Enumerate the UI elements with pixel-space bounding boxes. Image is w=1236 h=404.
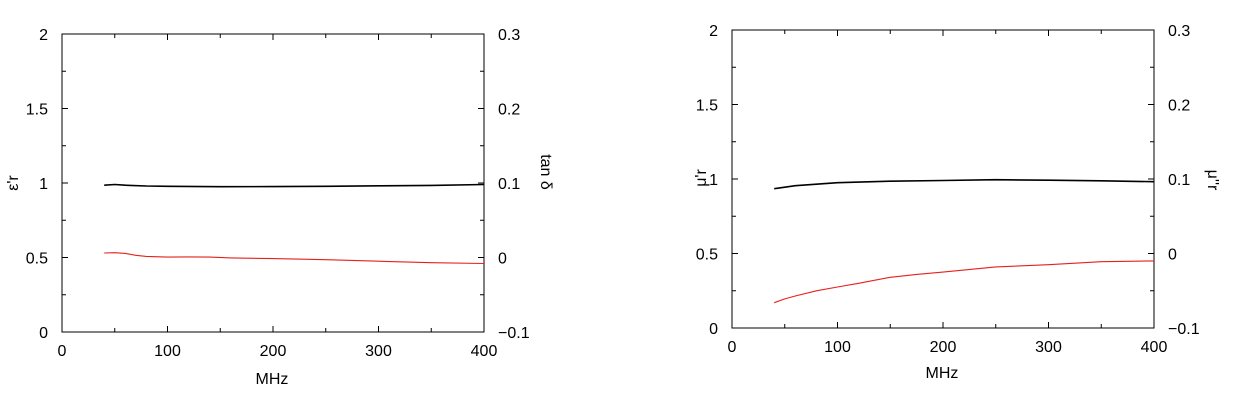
chart-right-y-tick-label: 0.5 xyxy=(696,247,718,264)
chart-left-y2-tick-label: 0.1 xyxy=(498,176,520,193)
chart-left-y2-tick-label: −0.1 xyxy=(498,325,530,342)
chart-left-y-tick-label: 1.5 xyxy=(26,102,48,119)
chart-left-x-tick-label: 0 xyxy=(58,343,67,360)
chart-left-y2-title: tan δ xyxy=(537,154,554,190)
chart-left-y2-tick-label: 0 xyxy=(498,251,507,268)
chart-right-series-left-axis-line xyxy=(774,178,1155,190)
chart-right-y-tick-label: 1 xyxy=(709,172,718,189)
chart-left-marks: 0 100 200 300 400 0 0.5 1 1.5 2 −0.1 0 0.1 0.2 0.3 xyxy=(26,27,530,360)
chart-left-y-tick-label: 1 xyxy=(39,176,48,193)
chart-right-marks: 0 100 200 300 400 0 0.5 1 1.5 2 −0.1 0 0.1 0.2 0.3 xyxy=(696,23,1200,356)
chart-left-y-tick-label: 0 xyxy=(39,325,48,342)
chart-right-x-tick-label: 0 xyxy=(728,339,737,356)
chart-left-y-tick-label: 0.5 xyxy=(26,251,48,268)
chart-left-y2-tick-label: 0.2 xyxy=(498,102,520,119)
chart-left-series-left-axis-line xyxy=(104,183,485,188)
chart-right-y2-tick-label: 0.2 xyxy=(1168,98,1190,115)
chart-left-y-tick-label: 2 xyxy=(39,27,48,44)
chart-left-plot-frame xyxy=(61,33,485,333)
chart-right-x-tick-label: 300 xyxy=(1035,339,1062,356)
chart-right-y2-tick-label: 0.3 xyxy=(1168,23,1190,40)
chart-right-plot-frame xyxy=(731,29,1155,329)
chart-right-y-tick-label: 1.5 xyxy=(696,98,718,115)
chart-left-x-tick-label: 100 xyxy=(154,343,181,360)
chart-left-y2-tick-label: 0.3 xyxy=(498,27,520,44)
chart-right-y2-tick-label: 0.1 xyxy=(1168,172,1190,189)
chart-right-y-tick-label: 0 xyxy=(709,321,718,338)
chart-right-y2-title: μ''r xyxy=(1204,170,1221,191)
chart-left-x-title: MHz xyxy=(256,371,289,388)
chart-right-x-title: MHz xyxy=(926,365,959,382)
chart-left-series-right-axis-line xyxy=(104,252,485,265)
chart-right-y2-tick-label: 0 xyxy=(1168,247,1177,264)
chart-right-x-tick-label: 400 xyxy=(1141,339,1168,356)
chart-left-x-tick-label: 300 xyxy=(365,343,392,360)
chart-right-y-tick-label: 2 xyxy=(709,23,718,40)
chart-right-x-tick-label: 200 xyxy=(930,339,957,356)
chart-right-x-tick-label: 100 xyxy=(824,339,851,356)
chart-left: 0 100 200 300 400 0 0.5 1 1.5 2 −0.1 0 0.1 0.2 0.3 ε'r… xyxy=(5,27,554,388)
chart-right-y2-tick-label: −0.1 xyxy=(1168,321,1200,338)
chart-left-x-tick-label: 400 xyxy=(471,343,498,360)
chart-right-y-title: μ'r xyxy=(693,169,710,187)
chart-right: 0 100 200 300 400 0 0.5 1 1.5 2 −0.1 0 0.1 0.2 0.3 μ'r… xyxy=(693,23,1221,382)
chart-left-y-title: ε'r xyxy=(5,175,22,191)
chart-left-x-tick-label: 200 xyxy=(260,343,287,360)
chart-right-series-right-axis-line xyxy=(774,260,1155,304)
